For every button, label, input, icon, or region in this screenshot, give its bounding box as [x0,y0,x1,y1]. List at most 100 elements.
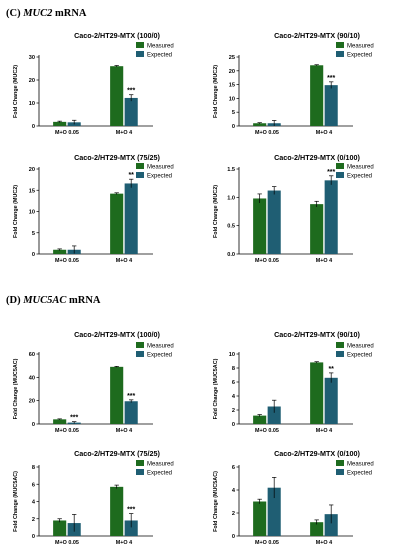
x-tick-label: M+O 0.05 [55,428,79,434]
y-tick-label: 30 [29,55,35,61]
bar-expected [324,514,338,536]
significance-marker: *** [127,393,135,400]
y-tick-label: 0 [32,252,35,258]
chart-panel-7: Caco-2/HT29-MTX (75/25) Fold Change (MUC5… [13,449,174,546]
chart-panel-6: Caco-2/HT29-MTX (90/10) Fold Change (MUC5… [213,330,374,434]
y-tick-label: 0.0 [227,252,235,258]
legend-label-expected: Expected [147,471,172,477]
y-tick-label: 10 [229,96,235,102]
legend-label-expected: Expected [147,53,172,59]
section-d-letter: (D) [6,295,21,306]
legend-swatch-measured [336,342,344,348]
chart-panel-1: Caco-2/HT29-MTX (100/0) Fold Change (MUC2… [13,31,174,136]
y-axis-label: Fold Change (MUC2) [13,185,19,238]
section-c-heading: (C) MUC2 mRNA [6,8,87,19]
y-axis-label: Fold Change (MUC2) [213,65,219,118]
y-axis-label: Fold Change (MUC5AC) [213,358,219,419]
bar-measured [110,486,124,536]
x-tick-label: M+O 4 [316,258,332,264]
x-tick-label: M+O 0.05 [55,540,79,546]
legend-swatch-expected [136,469,144,475]
legend-label-measured: Measured [347,344,374,350]
significance-marker: *** [127,88,135,95]
legend-label-measured: Measured [347,165,374,171]
legend-swatch-expected [336,469,344,475]
bar-measured [110,193,124,254]
y-tick-label: 20 [29,167,35,173]
x-tick-label: M+O 4 [316,428,332,434]
y-tick-label: 10 [29,210,35,216]
bar-expected [124,401,138,424]
y-tick-label: 25 [229,55,235,61]
legend-label-measured: Measured [147,462,174,468]
y-tick-label: 40 [29,375,35,381]
significance-marker: ** [328,366,334,373]
bar-expected [324,180,338,254]
chart-title: Caco-2/HT29-MTX (75/25) [74,153,160,162]
y-tick-label: 4 [232,394,236,400]
bar-expected [267,190,281,254]
y-tick-label: 0 [232,422,235,428]
y-tick-label: 2 [232,408,235,414]
x-tick-label: M+O 0.05 [255,540,279,546]
y-tick-label: 4 [232,488,236,494]
bar-measured [53,249,67,254]
y-tick-label: 20 [229,69,235,75]
legend: Measured Expected [136,342,174,359]
x-tick-label: M+O 0.05 [255,428,279,434]
bar-measured [310,362,324,424]
y-tick-label: 2 [32,517,35,523]
chart-title: Caco-2/HT29-MTX (100/0) [74,330,160,339]
legend: Measured Expected [136,163,174,180]
significance-marker: *** [127,507,135,514]
legend-swatch-expected [136,172,144,178]
chart-title: Caco-2/HT29-MTX (90/10) [274,31,360,40]
legend: Measured Expected [336,342,374,359]
y-tick-label: 10 [29,101,35,107]
y-tick-label: 60 [29,352,35,358]
y-tick-label: 6 [232,465,235,471]
y-tick-label: 0 [32,124,35,130]
bar-measured [253,501,267,536]
x-tick-label: M+O 4 [316,540,332,546]
chart-title: Caco-2/HT29-MTX (90/10) [274,330,360,339]
legend-label-measured: Measured [147,165,174,171]
legend-swatch-measured [136,163,144,169]
y-tick-label: 4 [32,500,36,506]
chart-title: Caco-2/HT29-MTX (0/100) [274,449,360,458]
chart-title: Caco-2/HT29-MTX (100/0) [74,31,160,40]
y-tick-label: 8 [32,465,35,471]
bar-expected [267,487,281,536]
legend-label-expected: Expected [347,174,372,180]
y-tick-label: 2 [232,511,235,517]
chart-panel-4: Caco-2/HT29-MTX (0/100) Fold Change (MUC2… [213,153,374,264]
bar-measured [110,66,124,126]
bar-expected [324,85,338,126]
y-tick-label: 0 [32,422,35,428]
y-axis-label: Fold Change (MUC5AC) [13,471,19,532]
legend: Measured Expected [336,460,374,477]
bar-expected [124,183,138,254]
bar-expected [124,97,138,126]
bar-measured [253,123,267,126]
bar-expected [324,377,338,424]
bar-measured [310,204,324,254]
x-tick-label: M+O 4 [316,130,332,136]
legend-swatch-measured [336,42,344,48]
x-tick-label: M+O 0.05 [255,258,279,264]
significance-marker: *** [70,415,78,422]
bar-measured [310,522,324,536]
y-tick-label: 8 [232,366,235,372]
x-tick-label: M+O 4 [116,130,132,136]
legend-label-expected: Expected [347,53,372,59]
bar-measured [53,121,67,126]
x-tick-label: M+O 0.05 [255,130,279,136]
chart-panel-5: Caco-2/HT29-MTX (100/0) Fold Change (MUC5… [13,330,174,434]
section-c-suffix: mRNA [55,8,87,19]
legend-swatch-measured [136,460,144,466]
chart-title: Caco-2/HT29-MTX (0/100) [274,153,360,162]
legend-swatch-measured [336,163,344,169]
legend-label-measured: Measured [347,462,374,468]
y-tick-label: 1.0 [227,195,235,201]
